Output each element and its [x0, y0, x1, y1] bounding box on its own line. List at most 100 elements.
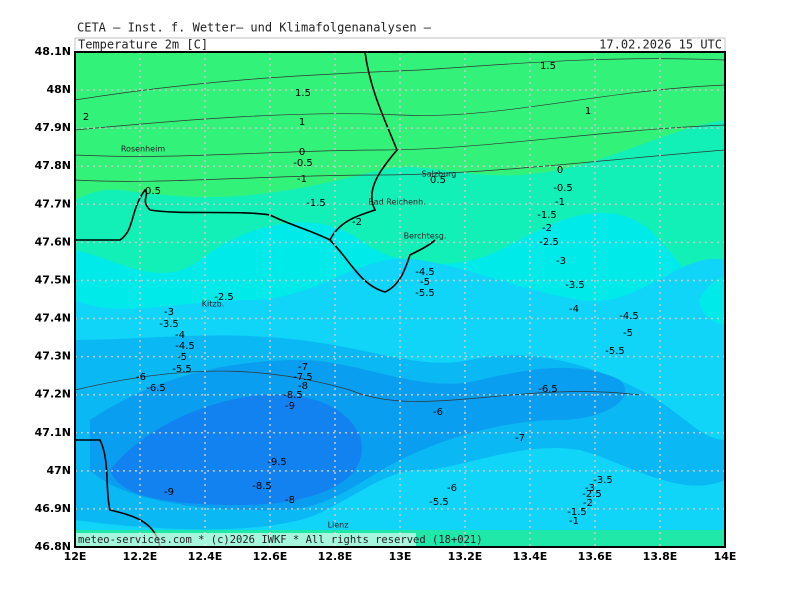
contour-label: -4 — [569, 304, 579, 315]
footer: meteo-services.com * (c)2026 IWKF * All … — [78, 534, 483, 546]
contour-label: -3.5 — [565, 280, 585, 291]
y-tick-label: 47.9N — [35, 121, 71, 134]
y-tick-label: 47.2N — [35, 388, 71, 401]
header-title: CETA — Inst. f. Wetter— und Klimafolgena… — [77, 21, 432, 35]
borders — [75, 51, 436, 548]
y-tick-label: 46.9N — [35, 502, 71, 515]
grid — [75, 52, 725, 547]
contour-label: -4.5 — [415, 267, 435, 278]
y-tick-label: 47.4N — [35, 312, 71, 325]
x-tick-label: 12.8E — [318, 550, 353, 563]
frame — [74, 51, 726, 548]
contour-label: -5.5 — [429, 497, 449, 508]
x-tick-label: 14E — [714, 550, 737, 563]
y-tick-label: 47.1N — [35, 426, 71, 439]
x-tick-label: 12.2E — [123, 550, 158, 563]
contour-label: -3 — [164, 307, 174, 318]
contour-label: -0.5 — [553, 183, 573, 194]
contour-label: -2.5 — [582, 489, 602, 500]
contour-label: -2.5 — [539, 237, 559, 248]
place-label: Salzburg — [422, 170, 457, 179]
y-tick-label: 47.6N — [35, 235, 71, 248]
x-tick-label: 13.2E — [448, 550, 483, 563]
contour-label: -4.5 — [619, 311, 639, 322]
x-tick-label: 12.6E — [253, 550, 288, 563]
contour-label: 0.5 — [145, 186, 161, 197]
contour-label: -9 — [164, 487, 174, 498]
contour-label: -5 — [623, 328, 633, 339]
contour-label: -1.5 — [537, 210, 557, 221]
band-deep-blue — [110, 394, 362, 505]
contour-label: -7 — [515, 433, 525, 444]
contour-label: -1 — [555, 197, 565, 208]
contour-label: 1.5 — [540, 61, 556, 72]
contour-label: -3.5 — [593, 475, 613, 486]
x-tick-label: 13E — [389, 550, 412, 563]
contour-label: -4 — [175, 330, 185, 341]
contour-label: -3 — [585, 483, 595, 494]
contour-label: -8.5 — [283, 390, 303, 401]
variable-label: Temperature_2m_[C] — [78, 38, 208, 52]
y-tick-label: 47.7N — [35, 197, 71, 210]
y-tick-label: 48.1N — [35, 45, 71, 58]
contour-label: -0.5 — [293, 158, 313, 169]
contour-line — [74, 58, 726, 101]
contour-label: 1 — [585, 106, 591, 117]
contour-label: -5 — [420, 277, 430, 288]
y-tick-label: 47.8N — [35, 159, 71, 172]
contour-label: 2 — [83, 112, 89, 123]
contour-label: -5.5 — [605, 346, 625, 357]
contour-label: -8 — [298, 381, 308, 392]
contour-label: 1 — [299, 117, 305, 128]
border-line — [75, 188, 331, 241]
y-tick-label: 47N — [46, 464, 71, 477]
contour-label: -3 — [556, 256, 566, 267]
contour-label: 1.5 — [295, 88, 311, 99]
y-tick-label: 47.5N — [35, 273, 71, 286]
contour-label: -9 — [285, 401, 295, 412]
contour-label: -5.5 — [415, 288, 435, 299]
valid-time: 17.02.2026 15 UTC — [599, 38, 722, 52]
contours — [74, 58, 726, 402]
contour-label: -1 — [297, 174, 307, 185]
contour-label: -2 — [542, 223, 552, 234]
contour-line — [74, 124, 726, 157]
place-label: Lienz — [328, 521, 349, 530]
contour-label: -6 — [433, 407, 443, 418]
x-tick-label: 13.8E — [643, 550, 678, 563]
contour-label: 0.5 — [430, 175, 446, 186]
contour-label: -1.5 — [567, 507, 587, 518]
contour-label: -8.5 — [252, 481, 272, 492]
contour-label: -2.5 — [214, 292, 234, 303]
contour-label: -2 — [583, 498, 593, 509]
contour-label: 0 — [299, 147, 305, 158]
contour-label: -6.5 — [146, 383, 166, 394]
contour-label: -1.5 — [306, 198, 326, 209]
x-tick-label: 13.4E — [513, 550, 548, 563]
contour-label: -5 — [177, 352, 187, 363]
y-tick-label: 47.3N — [35, 350, 71, 363]
contour-label: -6 — [447, 483, 457, 494]
border-line — [75, 439, 161, 548]
contour-label: -7 — [298, 362, 308, 373]
contour-line — [74, 84, 726, 131]
contour-line — [74, 149, 726, 182]
contour-label: -2 — [352, 217, 362, 228]
place-label: Kitzb. — [202, 300, 224, 309]
place-label: Bad Reichenh. — [368, 198, 425, 207]
contour-label: 0 — [557, 165, 563, 176]
contour-label: -9.5 — [267, 457, 287, 468]
contour-label: -1 — [569, 516, 579, 527]
x-tick-label: 12.4E — [188, 550, 223, 563]
x-tick-label: 12E — [64, 550, 87, 563]
contour-label: -5.5 — [172, 364, 192, 375]
contour-label: -3.5 — [159, 319, 179, 330]
y-tick-label: 48N — [46, 83, 71, 96]
contour-label: -6 — [136, 372, 146, 383]
y-tick-label: 46.8N — [35, 540, 71, 553]
contour-label: -7.5 — [293, 372, 313, 383]
place-label: Rosenheim — [121, 145, 165, 154]
contour-line — [74, 370, 641, 402]
place-label: Berchtesg. — [404, 232, 447, 241]
